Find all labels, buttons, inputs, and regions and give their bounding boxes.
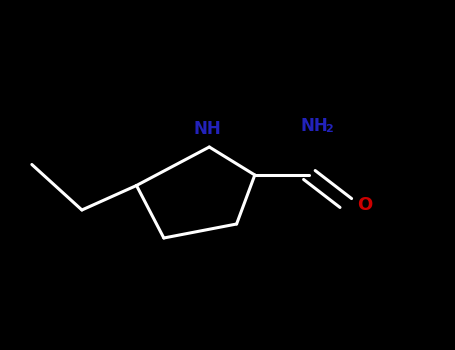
Text: O: O <box>357 196 373 214</box>
Text: 2: 2 <box>325 124 333 134</box>
Text: NH: NH <box>193 120 221 138</box>
Text: NH: NH <box>300 117 328 135</box>
